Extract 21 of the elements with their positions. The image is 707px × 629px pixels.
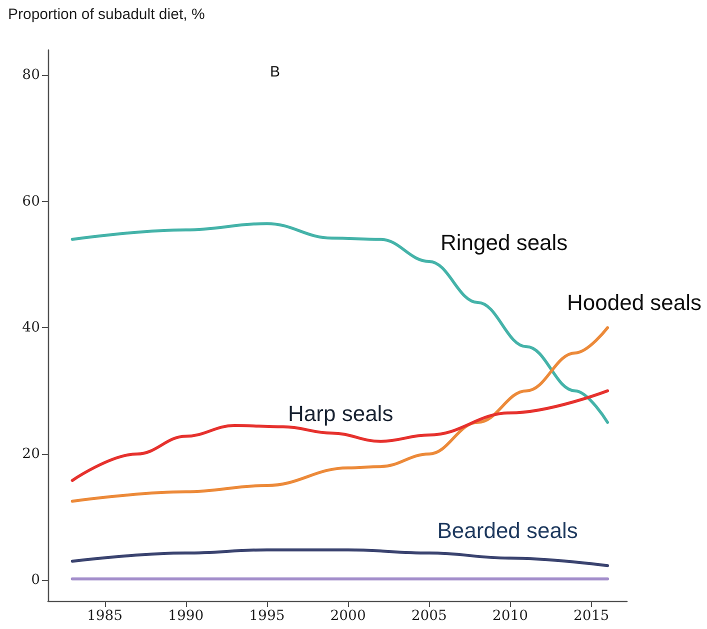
- y-tick-label: 80: [22, 67, 40, 84]
- y-axis-title: Proportion of subadult diet, %: [8, 6, 205, 23]
- series-label: Bearded seals: [437, 518, 578, 543]
- x-tick-label: 2005: [411, 608, 447, 624]
- annotation: B: [270, 64, 280, 81]
- series-label: Ringed seals: [440, 230, 568, 256]
- x-tick-label: 2000: [330, 608, 366, 624]
- line-series: [70, 326, 610, 503]
- y-tick-label: 60: [22, 193, 40, 210]
- series-label: Harp seals: [288, 401, 394, 426]
- x-tick-label: 2015: [574, 608, 610, 624]
- line-series: [70, 389, 610, 482]
- y-tick-label: 20: [22, 446, 40, 462]
- y-tick-label: 40: [22, 320, 40, 336]
- x-tick-label: 2010: [492, 608, 528, 624]
- x-tick-label: 1995: [249, 608, 285, 624]
- x-tick-label: 1990: [168, 608, 204, 624]
- line-series: [70, 548, 610, 568]
- x-tick-label: 1985: [86, 608, 123, 624]
- y-tick-label: 0: [31, 572, 40, 588]
- series-label: Hooded seals: [566, 290, 702, 315]
